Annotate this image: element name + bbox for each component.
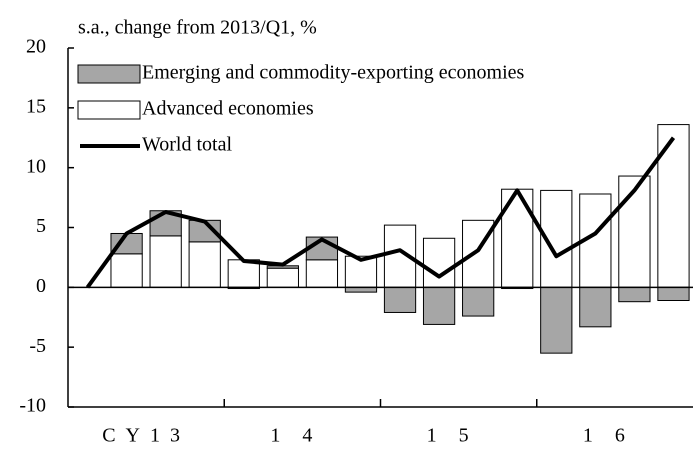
chart-subtitle: s.a., change from 2013/Q1, % bbox=[78, 17, 317, 39]
x-group-label: 16 bbox=[583, 425, 647, 447]
bar bbox=[579, 286, 612, 328]
bar bbox=[266, 267, 299, 288]
bar bbox=[422, 286, 456, 325]
x-group-label: 15 bbox=[427, 425, 491, 447]
legend-label: Emerging and commodity-exporting economi… bbox=[142, 62, 525, 84]
bar bbox=[618, 286, 651, 303]
bar bbox=[657, 286, 690, 301]
bar bbox=[383, 286, 417, 313]
y-tick-label: 10 bbox=[26, 155, 46, 177]
x-group-label: CY13 bbox=[102, 425, 190, 447]
bar bbox=[188, 241, 221, 288]
bar bbox=[305, 259, 339, 288]
bar bbox=[540, 286, 573, 354]
y-tick-label: 15 bbox=[26, 95, 46, 117]
bar bbox=[462, 286, 495, 317]
y-tick-label: 20 bbox=[26, 36, 46, 58]
line bbox=[85, 136, 676, 289]
bar bbox=[618, 175, 651, 288]
legend-label: Advanced economies bbox=[142, 98, 314, 120]
bar bbox=[657, 124, 690, 288]
y-tick-label: 0 bbox=[36, 275, 46, 297]
bar bbox=[110, 253, 143, 288]
legend-swatch bbox=[77, 64, 141, 84]
y-tick-label: -10 bbox=[19, 395, 46, 417]
legend-swatch bbox=[77, 100, 141, 120]
y-tick-label: 5 bbox=[36, 215, 46, 237]
y-tick-label: -5 bbox=[29, 335, 46, 357]
legend-label: World total bbox=[142, 134, 232, 156]
x-group-label: 14 bbox=[270, 425, 334, 447]
bar bbox=[422, 237, 456, 288]
bar bbox=[149, 235, 182, 288]
